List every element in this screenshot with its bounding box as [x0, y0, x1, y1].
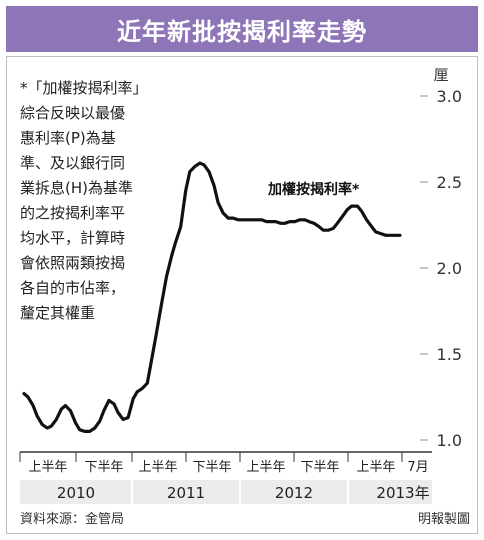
y-tick-label: 2.0 — [437, 259, 462, 278]
year-band — [20, 480, 432, 504]
x-year-label: 2012 — [275, 484, 313, 502]
y-tick-label: 3.0 — [437, 87, 462, 106]
series-line-weighted-mortgage-rate — [22, 161, 402, 433]
note-line: 各自的市佔率， — [20, 279, 126, 297]
series-annotation: 加權按揭利率* — [267, 181, 360, 198]
x-period-label: 上半年 — [28, 460, 67, 475]
y-tick-label: 1.5 — [437, 345, 462, 364]
note-line: 惠利率(P)為基 — [20, 129, 116, 147]
y-axis-unit: 厘 — [433, 66, 448, 84]
note-line: 業拆息(H)為基準 — [20, 179, 133, 197]
x-period-label: 下半年 — [300, 460, 339, 475]
graphic-credit: 明報製圖 — [417, 512, 470, 527]
x-period-label: 上半年 — [246, 460, 285, 475]
chart-title: 近年新批按揭利率走勢 — [6, 6, 478, 52]
note-line: 的之按揭利率平 — [20, 204, 126, 222]
data-source: 資料來源：金管局 — [20, 512, 125, 527]
x-period-label: 上半年 — [138, 460, 177, 475]
note-line: 釐定其權重 — [20, 304, 96, 322]
x-year-label: 2013年 — [376, 484, 429, 502]
note-line: 會依照兩類按揭 — [20, 254, 126, 272]
y-tick-label: 2.5 — [437, 173, 462, 192]
chart-frame — [6, 56, 478, 534]
note-line: 準、及以銀行同 — [20, 154, 126, 172]
definition-note: *「加權按揭利率」 綜合反映以最優 惠利率(P)為基 準、及以銀行同 業拆息(H)為基準… — [20, 76, 200, 326]
x-period-label: 下半年 — [192, 460, 231, 475]
note-line: 綜合反映以最優 — [20, 104, 126, 122]
x-year-label: 2011 — [167, 484, 205, 502]
x-period-label: 上半年 — [356, 460, 395, 475]
x-period-label: 7月 — [407, 460, 428, 475]
note-line: 均水平，計算時 — [20, 229, 126, 247]
note-line: *「加權按揭利率」 — [20, 79, 148, 97]
x-period-label: 下半年 — [84, 460, 123, 475]
y-tick-label: 1.0 — [437, 431, 462, 450]
x-year-label: 2010 — [57, 484, 95, 502]
